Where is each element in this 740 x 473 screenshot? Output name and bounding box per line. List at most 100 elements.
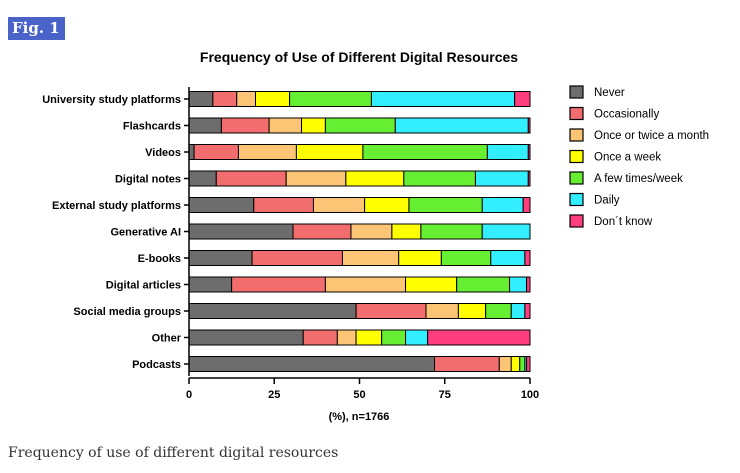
bar-segment-generative-ai-a-few-times-week [420,223,483,240]
bar-segment-social-media-groups-once-a-week [457,303,487,319]
legend-label-daily: Daily [594,195,620,207]
bar-segment-other-once-or-twice-a-month [336,329,357,346]
bar-segment-digital-articles-a-few-times-week [456,276,511,293]
bar-segment-university-study-platforms-once-a-week [254,91,291,107]
bar-segment-podcasts-never [188,356,436,372]
bar-segment-university-study-platforms-never [188,91,214,107]
bar-segment-e-books-a-few-times-week [440,250,492,266]
y-tick-label: Videos [145,147,181,159]
bar-segment-social-media-groups-once-or-twice-a-month [425,303,459,319]
chart-title: Frequency of Use of Different Digital Re… [200,49,518,65]
legend-swatch-once-a-week [569,149,584,164]
bar-segment-flashcards-never [188,117,222,134]
figure-caption: Frequency of use of different digital re… [8,445,339,461]
x-tick-label: 50 [353,389,365,401]
legend-swatch-once-or-twice-a-month [569,128,584,142]
bar-segment-social-media-groups-a-few-times-week [485,303,512,319]
bar-segment-videos-daily [486,144,529,160]
bar-segment-generative-ai-once-or-twice-a-month [350,223,393,240]
bar-segment-podcasts-a-few-times-week [519,356,526,372]
bar-segment-social-media-groups-occasionally [355,303,427,319]
bar-segment-podcasts-occasionally [434,356,500,372]
bar-segment-external-study-platforms-never [188,197,255,213]
bar-segment-e-books-never [188,250,253,266]
bar-segment-flashcards-once-a-week [301,117,326,134]
bar-segment-generative-ai-occasionally [292,223,352,240]
y-tick-label: Flashcards [123,121,181,133]
bar-segment-social-media-groups-daily [510,303,526,319]
bar-segment-digital-notes-daily [474,170,529,187]
y-tick-label: Podcasts [132,359,181,371]
legend-label-a-few-times-week: A few times/week [594,173,683,185]
legend-label-once-a-week: Once a week [594,152,661,164]
legend-swatch-occasionally [569,106,584,121]
bar-segment-digital-notes-occasionally [215,170,287,187]
bar-segment-university-study-platforms-don-t-know [514,91,531,107]
y-tick-label: External study platforms [52,200,181,212]
bar-segment-flashcards-don-t-know [527,117,531,134]
bar-segment-videos-once-a-week [295,144,364,160]
bar-segment-social-media-groups-never [188,303,357,319]
bar-segment-digital-articles-don-t-know [526,276,531,293]
bar-segment-videos-a-few-times-week [362,144,488,160]
bar-segment-other-never [188,329,304,346]
bar-segment-generative-ai-once-a-week [391,223,422,240]
bar-segment-generative-ai-daily [481,223,531,240]
bar-segment-e-books-don-t-know [524,250,531,266]
legend-label-don-t-know: Don´t know [594,216,653,228]
x-tick-label: 75 [439,389,451,401]
bar-segment-flashcards-occasionally [220,117,270,134]
bar-segment-videos-once-or-twice-a-month [237,144,297,160]
bar-segment-external-study-platforms-once-or-twice-a-month [312,197,366,213]
legend-label-never: Never [594,87,625,99]
y-tick-label: Digital notes [115,174,181,186]
bar-segment-digital-articles-once-a-week [405,276,458,293]
legend-swatch-a-few-times-week [569,171,584,185]
bar-segment-e-books-once-or-twice-a-month [341,250,400,266]
bar-segment-digital-notes-don-t-know [527,170,531,187]
bar-segment-videos-don-t-know [527,144,531,160]
bar-segment-other-don-t-know [427,329,531,346]
legend-swatch-don-t-know [569,214,584,228]
bar-segment-e-books-once-a-week [398,250,442,266]
bar-segment-external-study-platforms-a-few-times-week [408,197,483,213]
bar-segment-podcasts-once-or-twice-a-month [498,356,512,372]
bar-segment-flashcards-daily [394,117,529,134]
bar-segment-generative-ai-never [188,223,294,240]
bar-segment-university-study-platforms-daily [370,91,516,107]
bar-segment-podcasts-once-a-week [510,356,521,372]
bar-segment-videos-never [188,144,195,160]
figure-label[interactable]: Fig. 1 [8,17,65,40]
bar-segment-digital-notes-a-few-times-week [403,170,476,187]
y-tick-label: Generative AI [110,227,181,239]
bar-segment-university-study-platforms-once-or-twice-a-month [236,91,256,107]
y-tick-label: Digital articles [106,280,181,292]
bar-segment-digital-articles-occasionally [231,276,326,293]
bar-segment-digital-notes-never [188,170,217,187]
bar-segment-external-study-platforms-occasionally [253,197,314,213]
x-tick-label: 0 [186,389,192,401]
y-tick-label: Social media groups [73,306,181,318]
x-tick-label: 100 [521,389,539,401]
bar-segment-social-media-groups-don-t-know [524,303,531,319]
bar-segment-external-study-platforms-once-a-week [364,197,410,213]
legend-swatch-never [569,85,584,99]
bar-segment-digital-articles-daily [509,276,528,293]
bar-segment-e-books-occasionally [251,250,343,266]
bar-segment-videos-occasionally [193,144,239,160]
bar-segment-other-daily [405,329,429,346]
bar-segment-e-books-daily [490,250,526,266]
bar-segment-flashcards-once-or-twice-a-month [268,117,303,134]
bar-segment-digital-articles-once-or-twice-a-month [324,276,407,293]
bar-segment-digital-articles-never [188,276,233,293]
bar-segment-external-study-platforms-daily [481,197,524,213]
y-tick-label: University study platforms [42,94,181,106]
x-axis-label: (%), n=1766 [329,411,390,423]
legend-swatch-daily [569,192,584,207]
bar-segment-other-occasionally [302,329,338,346]
bar-segment-flashcards-a-few-times-week [324,117,396,134]
x-tick-label: 25 [268,389,280,401]
y-tick-label: Other [152,333,182,345]
bar-segment-other-once-a-week [355,329,383,346]
